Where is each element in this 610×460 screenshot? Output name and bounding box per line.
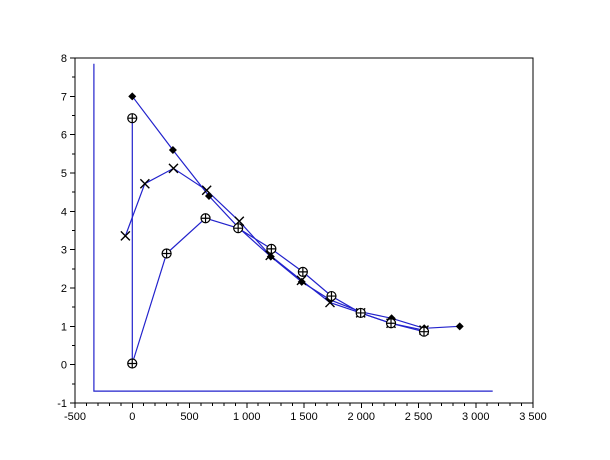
diamond-marker-icon — [297, 277, 306, 286]
filled-diamond-series-markers — [128, 92, 464, 333]
x-tick-label: 3 500 — [519, 411, 547, 423]
plus-circle-marker-icon — [200, 213, 211, 224]
circled-plus-series-line — [131, 118, 425, 364]
filled-diamond-series-line — [131, 95, 460, 329]
y-axis: 8 7 6 5 4 3 2 1 0 -1 — [57, 53, 75, 410]
cross-marker-icon — [139, 178, 150, 189]
plus-circle-marker-icon — [127, 358, 138, 369]
x-axis: -500 0 500 1 000 1 500 2 000 2 500 3 000 3 500 — [64, 403, 547, 423]
cross-marker-icon — [120, 230, 131, 241]
plus-circle-marker-icon — [418, 326, 430, 337]
plus-circle-marker-icon — [355, 307, 366, 319]
y-tick-label: 6 — [61, 130, 67, 142]
x-tick-label: 500 — [180, 411, 198, 423]
plus-circle-marker-icon — [161, 248, 172, 259]
plus-circle-marker-icon — [127, 113, 138, 124]
baseline-frame-line-line — [93, 63, 493, 392]
axes-frame — [74, 57, 534, 404]
x-tick-label: 1 000 — [233, 411, 261, 423]
y-tick-label: 0 — [61, 360, 67, 372]
diamond-marker-icon — [168, 146, 177, 154]
y-tick-label: 4 — [61, 206, 67, 218]
y-tick-label: 8 — [61, 53, 67, 65]
x-tick-label: -500 — [64, 411, 86, 423]
x-tick-label: 0 — [129, 411, 135, 423]
plus-circle-marker-icon — [266, 243, 277, 254]
y-tick-label: 5 — [61, 168, 67, 180]
cross-marker-icon — [296, 275, 307, 286]
x-tick-label: 2 000 — [347, 411, 375, 423]
cross-marker-icon — [201, 185, 212, 196]
plus-circle-marker-icon — [297, 266, 308, 277]
x-tick-label: 1 500 — [290, 411, 318, 423]
plus-circle-marker-icon — [326, 290, 337, 302]
plus-circle-marker-icon — [233, 223, 244, 234]
plus-circle-marker-icon — [385, 318, 397, 329]
diamond-marker-icon — [128, 92, 137, 101]
x-tick-label: 3 000 — [462, 411, 490, 423]
x-tick-label: 2 500 — [405, 411, 433, 423]
cross-marker-icon — [168, 163, 179, 174]
y-tick-label: 1 — [61, 321, 67, 333]
diamond-marker-icon — [455, 322, 464, 331]
y-tick-label: -1 — [57, 398, 67, 410]
y-tick-label: 3 — [61, 245, 67, 257]
circled-plus-series-markers — [127, 113, 430, 369]
y-tick-label: 2 — [61, 283, 67, 295]
y-tick-label: 7 — [61, 91, 67, 103]
